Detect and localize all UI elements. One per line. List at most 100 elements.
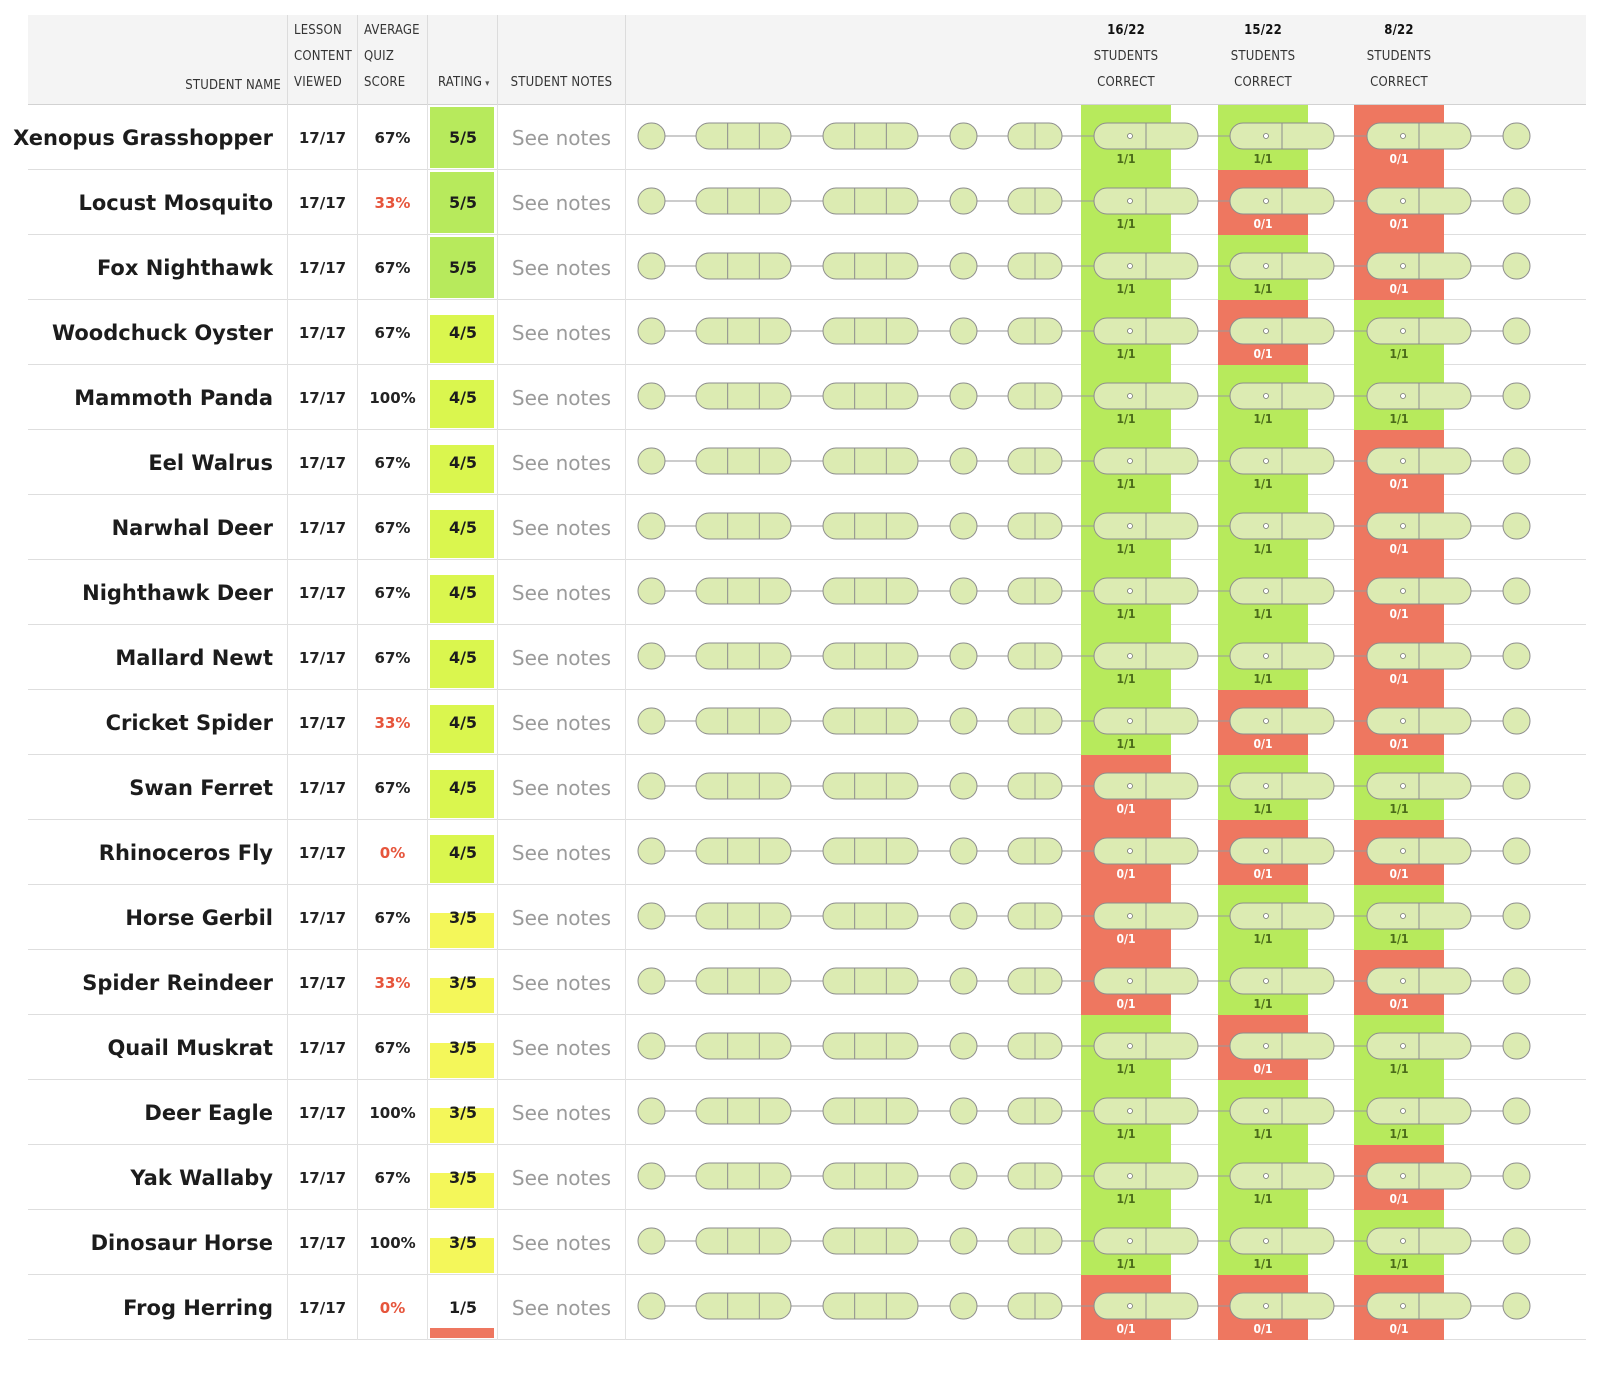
table-row[interactable]: Frog Herring 17/17 0% 1/5 See notes 0/1 0/1 0/1 bbox=[28, 1275, 1586, 1340]
lesson-node[interactable] bbox=[1502, 1032, 1531, 1060]
table-row[interactable]: Horse Gerbil 17/17 67% 3/5 See notes 0/1 1/1 1/… bbox=[28, 885, 1586, 950]
lesson-node[interactable] bbox=[949, 902, 978, 930]
lesson-node[interactable] bbox=[695, 837, 792, 865]
lesson-node[interactable] bbox=[637, 837, 666, 865]
lesson-node[interactable] bbox=[949, 512, 978, 540]
rating-cell[interactable]: 3/5 bbox=[428, 1015, 498, 1080]
lesson-node[interactable] bbox=[1502, 382, 1531, 410]
table-row[interactable]: Deer Eagle 17/17 100% 3/5 See notes 1/1 1/1 1/1 bbox=[28, 1080, 1586, 1145]
student-name[interactable]: Narwhal Deer bbox=[28, 495, 288, 560]
lesson-node[interactable] bbox=[822, 447, 919, 475]
lesson-node[interactable] bbox=[695, 447, 792, 475]
lesson-node[interactable] bbox=[637, 252, 666, 280]
lesson-node[interactable] bbox=[949, 707, 978, 735]
lesson-node[interactable] bbox=[637, 1097, 666, 1125]
lesson-node[interactable] bbox=[1502, 1162, 1531, 1190]
lesson-node[interactable] bbox=[822, 1162, 919, 1190]
rating-cell[interactable]: 4/5 bbox=[428, 300, 498, 365]
lesson-node[interactable] bbox=[695, 772, 792, 800]
lesson-node[interactable] bbox=[637, 902, 666, 930]
student-name[interactable]: Horse Gerbil bbox=[28, 885, 288, 950]
table-row[interactable]: Dinosaur Horse 17/17 100% 3/5 See notes 1/1 1/… bbox=[28, 1210, 1586, 1275]
lesson-node[interactable] bbox=[949, 317, 978, 345]
see-notes-link[interactable]: See notes bbox=[498, 300, 626, 365]
see-notes-link[interactable]: See notes bbox=[498, 365, 626, 430]
student-name[interactable]: Woodchuck Oyster bbox=[28, 300, 288, 365]
see-notes-link[interactable]: See notes bbox=[498, 625, 626, 690]
lesson-node[interactable] bbox=[822, 252, 919, 280]
student-name[interactable]: Fox Nighthawk bbox=[28, 235, 288, 300]
lesson-node[interactable] bbox=[949, 1227, 978, 1255]
rating-cell[interactable]: 3/5 bbox=[428, 950, 498, 1015]
table-row[interactable]: Fox Nighthawk 17/17 67% 5/5 See notes 1/1 1/1 0… bbox=[28, 235, 1586, 300]
lesson-node[interactable] bbox=[1502, 447, 1531, 475]
see-notes-link[interactable]: See notes bbox=[498, 1145, 626, 1210]
lesson-node[interactable] bbox=[695, 1097, 792, 1125]
lesson-node[interactable] bbox=[637, 512, 666, 540]
student-name[interactable]: Mallard Newt bbox=[28, 625, 288, 690]
lesson-node[interactable] bbox=[695, 122, 792, 150]
lesson-node[interactable] bbox=[822, 317, 919, 345]
lesson-node[interactable] bbox=[822, 902, 919, 930]
lesson-node[interactable] bbox=[822, 642, 919, 670]
lesson-node[interactable] bbox=[1502, 772, 1531, 800]
student-name[interactable]: Frog Herring bbox=[28, 1275, 288, 1340]
table-row[interactable]: Spider Reindeer 17/17 33% 3/5 See notes 0/1 1/… bbox=[28, 950, 1586, 1015]
lesson-node[interactable] bbox=[695, 317, 792, 345]
header-question-2[interactable]: 15/22 STUDENTS CORRECT bbox=[1218, 15, 1308, 105]
see-notes-link[interactable]: See notes bbox=[498, 495, 626, 560]
lesson-node[interactable] bbox=[822, 772, 919, 800]
header-student-name[interactable]: STUDENT NAME bbox=[28, 15, 288, 105]
table-row[interactable]: Mammoth Panda 17/17 100% 4/5 See notes 1/1 1/1… bbox=[28, 365, 1586, 430]
table-row[interactable]: Xenopus Grasshopper 17/17 67% 5/5 See notes 1… bbox=[13, 105, 1586, 170]
table-row[interactable]: Rhinoceros Fly 17/17 0% 4/5 See notes 0/1 0/1 0… bbox=[28, 820, 1586, 885]
lesson-node[interactable] bbox=[695, 642, 792, 670]
lesson-node[interactable] bbox=[637, 187, 666, 215]
lesson-node[interactable] bbox=[695, 1032, 792, 1060]
lesson-node[interactable] bbox=[822, 1227, 919, 1255]
lesson-node[interactable] bbox=[949, 1162, 978, 1190]
table-row[interactable]: Eel Walrus 17/17 67% 4/5 See notes 1/1 1/1 0/1 bbox=[28, 430, 1586, 495]
lesson-node[interactable] bbox=[949, 1032, 978, 1060]
header-lesson-content-viewed[interactable]: LESSON CONTENT VIEWED bbox=[288, 15, 358, 105]
lesson-node[interactable] bbox=[695, 252, 792, 280]
lesson-node[interactable] bbox=[1502, 252, 1531, 280]
student-name[interactable]: Swan Ferret bbox=[28, 755, 288, 820]
rating-cell[interactable]: 4/5 bbox=[428, 495, 498, 560]
rating-cell[interactable]: 3/5 bbox=[428, 1210, 498, 1275]
lesson-node[interactable] bbox=[637, 772, 666, 800]
lesson-node[interactable] bbox=[1502, 837, 1531, 865]
lesson-node[interactable] bbox=[695, 967, 792, 995]
lesson-node[interactable] bbox=[822, 512, 919, 540]
lesson-node[interactable] bbox=[949, 1097, 978, 1125]
rating-cell[interactable]: 3/5 bbox=[428, 1080, 498, 1145]
student-name[interactable]: Spider Reindeer bbox=[28, 950, 288, 1015]
student-name[interactable]: Quail Muskrat bbox=[28, 1015, 288, 1080]
lesson-node[interactable] bbox=[637, 707, 666, 735]
caret-down-icon[interactable]: ▾ bbox=[485, 79, 490, 89]
lesson-node[interactable] bbox=[822, 1292, 919, 1320]
student-name[interactable]: Eel Walrus bbox=[28, 430, 288, 495]
rating-cell[interactable]: 4/5 bbox=[428, 365, 498, 430]
student-name[interactable]: Deer Eagle bbox=[28, 1080, 288, 1145]
lesson-node[interactable] bbox=[949, 187, 978, 215]
student-name[interactable]: Yak Wallaby bbox=[28, 1145, 288, 1210]
student-name[interactable]: Dinosaur Horse bbox=[28, 1210, 288, 1275]
student-name[interactable]: Locust Mosquito bbox=[28, 170, 288, 235]
see-notes-link[interactable]: See notes bbox=[498, 105, 626, 170]
student-name[interactable]: Mammoth Panda bbox=[28, 365, 288, 430]
lesson-node[interactable] bbox=[695, 1292, 792, 1320]
rating-cell[interactable]: 4/5 bbox=[428, 690, 498, 755]
lesson-node[interactable] bbox=[822, 1097, 919, 1125]
rating-cell[interactable]: 4/5 bbox=[428, 755, 498, 820]
lesson-node[interactable] bbox=[949, 967, 978, 995]
see-notes-link[interactable]: See notes bbox=[498, 235, 626, 300]
lesson-node[interactable] bbox=[822, 122, 919, 150]
lesson-node[interactable] bbox=[1502, 642, 1531, 670]
lesson-node[interactable] bbox=[949, 252, 978, 280]
rating-cell[interactable]: 3/5 bbox=[428, 1145, 498, 1210]
lesson-node[interactable] bbox=[637, 1032, 666, 1060]
header-student-notes[interactable]: STUDENT NOTES bbox=[498, 15, 626, 105]
header-average-quiz-score[interactable]: AVERAGE QUIZ SCORE bbox=[358, 15, 428, 105]
see-notes-link[interactable]: See notes bbox=[498, 755, 626, 820]
